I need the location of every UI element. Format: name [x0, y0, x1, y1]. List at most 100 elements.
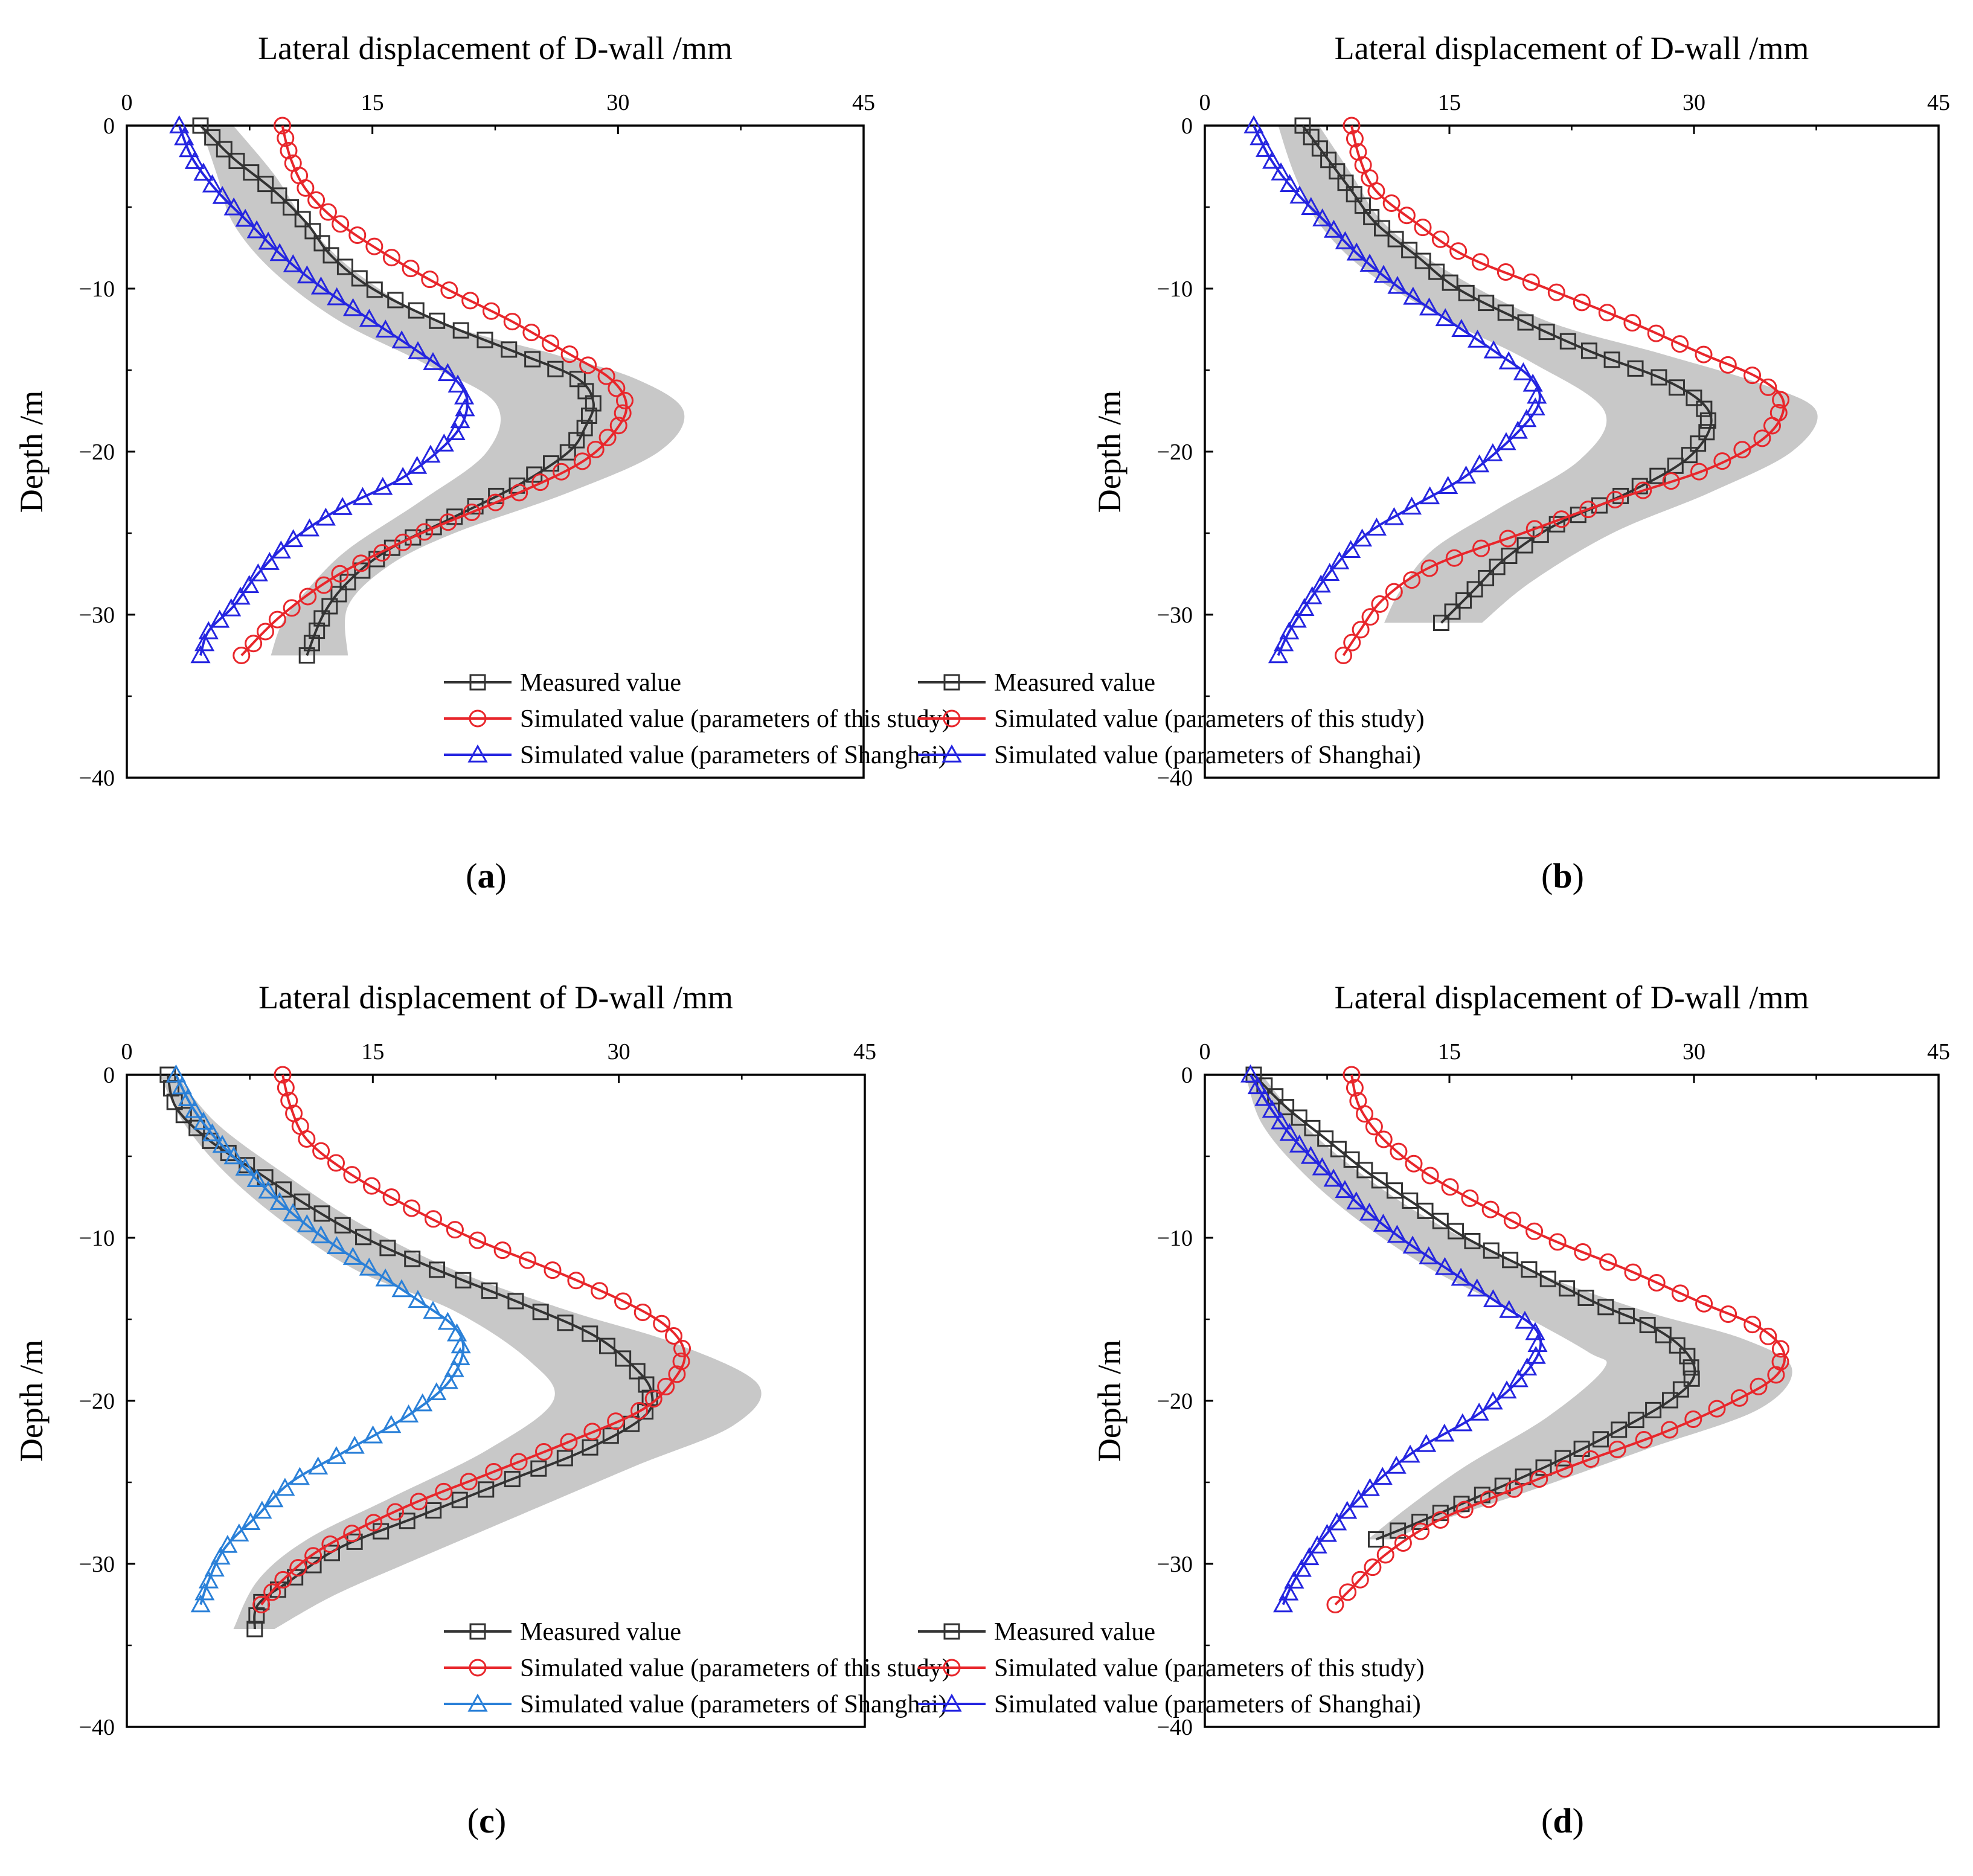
- data-point-marker: [608, 379, 626, 397]
- data-point-marker: [1434, 1257, 1455, 1275]
- data-point-marker: [1668, 379, 1685, 396]
- data-point-marker: [198, 1570, 219, 1589]
- legend-marker: [467, 744, 488, 763]
- data-point-marker: [582, 1439, 598, 1456]
- data-point-marker: [252, 1596, 271, 1613]
- data-point-marker: [1420, 559, 1439, 577]
- data-point-marker: [1744, 1316, 1762, 1334]
- data-point-marker: [448, 374, 468, 393]
- y-tick-label: −30: [1157, 603, 1193, 628]
- data-point-marker: [1371, 1172, 1388, 1189]
- data-point-marker: [1699, 412, 1716, 429]
- legend-marker: [943, 1659, 961, 1677]
- data-point-marker: [1311, 574, 1331, 593]
- data-point-marker: [559, 444, 576, 461]
- data-point-marker: [212, 1135, 233, 1153]
- data-point-marker: [1681, 447, 1698, 464]
- data-point-marker: [283, 599, 301, 617]
- data-point-marker: [1507, 420, 1528, 439]
- data-point-marker: [560, 345, 579, 363]
- data-point-marker: [1503, 1211, 1521, 1229]
- data-point-marker: [437, 1311, 458, 1330]
- data-point-marker: [382, 1188, 400, 1206]
- data-point-marker: [1508, 1369, 1529, 1388]
- data-point-marker: [408, 341, 428, 359]
- data-point-marker: [1525, 397, 1545, 416]
- data-point-marker: [1352, 528, 1373, 547]
- x-tick-label: 15: [361, 1039, 384, 1064]
- data-point-marker: [1690, 435, 1707, 452]
- legend-label: Measured value: [994, 1618, 1155, 1646]
- data-point-marker: [634, 1304, 652, 1322]
- chart-panel-a: 0 15 30 45 0 −10 −20 −30 −40 Lateral displacement…: [13, 30, 951, 791]
- envelope-band: [159, 1075, 762, 1629]
- data-point-marker: [1559, 333, 1576, 350]
- x-axis-title: Lateral displacement of D-wall /mm: [1335, 30, 1809, 66]
- data-point-marker: [257, 176, 274, 193]
- data-point-marker: [298, 1130, 316, 1148]
- data-point-marker: [483, 302, 501, 320]
- data-point-marker: [1419, 297, 1440, 316]
- data-point-marker: [1240, 1064, 1261, 1083]
- data-point-marker: [1598, 304, 1616, 322]
- data-point-marker: [1573, 293, 1591, 312]
- data-point-marker: [307, 191, 326, 209]
- data-point-marker: [585, 395, 602, 412]
- y-tick-label: −10: [1157, 277, 1193, 302]
- data-point-marker: [1386, 1455, 1407, 1474]
- data-point-marker: [1645, 1401, 1662, 1418]
- data-point-marker: [1346, 242, 1367, 261]
- x-tick-label: 0: [1199, 90, 1211, 115]
- data-point-marker: [1521, 1261, 1538, 1278]
- data-point-marker: [310, 1225, 331, 1244]
- series-line: [240, 125, 628, 656]
- data-point-marker: [1502, 1252, 1519, 1269]
- data-point-marker: [615, 1350, 632, 1367]
- data-point-marker: [657, 1377, 675, 1395]
- data-point-marker: [313, 610, 330, 627]
- data-point-marker: [309, 623, 326, 639]
- data-point-marker: [1497, 304, 1514, 321]
- data-point-marker: [1385, 583, 1403, 601]
- data-point-marker: [1481, 1200, 1500, 1218]
- data-point-marker: [607, 1412, 625, 1430]
- y-tick-label: −40: [1157, 766, 1193, 791]
- data-point-marker: [184, 151, 205, 169]
- data-point-marker: [1452, 1413, 1473, 1432]
- x-axis-title: Lateral displacement of D-wall /mm: [258, 30, 733, 66]
- data-point-marker: [1390, 1142, 1408, 1160]
- data-point-marker: [673, 1339, 691, 1357]
- data-point-marker: [573, 452, 591, 470]
- data-point-marker: [1696, 400, 1713, 417]
- data-point-marker: [1278, 1582, 1299, 1601]
- data-point-marker: [629, 1363, 646, 1380]
- data-point-marker: [412, 1393, 433, 1412]
- data-point-marker: [1352, 621, 1370, 639]
- series-square: [159, 1066, 658, 1637]
- data-point-marker: [1517, 1357, 1538, 1376]
- data-point-marker: [1483, 1242, 1500, 1259]
- data-point-marker: [1394, 1534, 1412, 1552]
- data-point-marker: [1354, 197, 1371, 214]
- data-point-marker: [1431, 230, 1449, 248]
- data-point-marker: [522, 324, 541, 342]
- data-point-marker: [258, 231, 278, 250]
- data-point-marker: [404, 1250, 421, 1267]
- data-point-marker: [190, 645, 211, 664]
- data-point-marker: [1351, 1570, 1369, 1589]
- data-point-marker: [1771, 1340, 1789, 1358]
- data-point-marker: [1547, 283, 1565, 301]
- data-point-marker: [1320, 563, 1340, 581]
- data-point-marker: [638, 1376, 655, 1393]
- data-point-marker: [174, 127, 194, 146]
- data-point-marker: [530, 1460, 547, 1477]
- data-point-marker: [1535, 1459, 1552, 1476]
- data-point-marker: [243, 164, 260, 181]
- data-point-marker: [1343, 1151, 1360, 1168]
- data-point-marker: [1530, 1470, 1548, 1488]
- data-point-marker: [1416, 1433, 1437, 1452]
- data-point-marker: [423, 352, 443, 370]
- data-point-marker: [343, 1166, 361, 1184]
- data-point-marker: [1698, 424, 1715, 441]
- data-point-marker: [246, 220, 267, 239]
